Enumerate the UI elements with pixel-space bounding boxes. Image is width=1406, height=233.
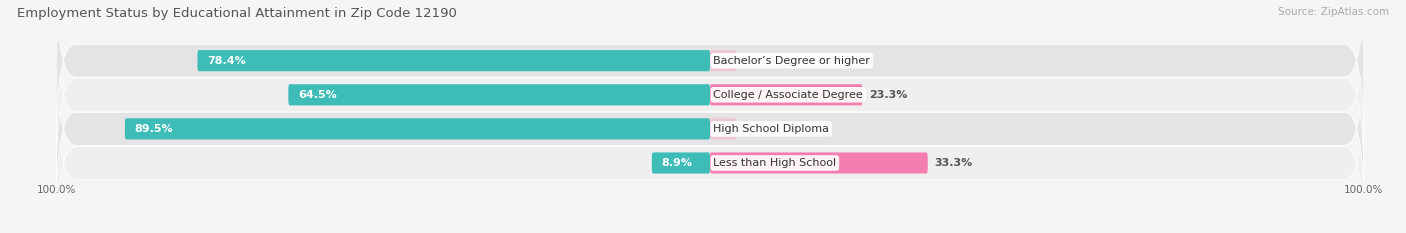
Text: 89.5%: 89.5% xyxy=(135,124,173,134)
Text: Employment Status by Educational Attainment in Zip Code 12190: Employment Status by Educational Attainm… xyxy=(17,7,457,20)
FancyBboxPatch shape xyxy=(710,50,737,71)
FancyBboxPatch shape xyxy=(710,84,862,105)
Text: 78.4%: 78.4% xyxy=(207,56,246,66)
Text: 33.3%: 33.3% xyxy=(934,158,973,168)
FancyBboxPatch shape xyxy=(652,152,710,174)
Text: Source: ZipAtlas.com: Source: ZipAtlas.com xyxy=(1278,7,1389,17)
FancyBboxPatch shape xyxy=(197,50,710,71)
FancyBboxPatch shape xyxy=(710,152,928,174)
Text: 0.0%: 0.0% xyxy=(717,56,747,66)
Text: Less than High School: Less than High School xyxy=(713,158,837,168)
FancyBboxPatch shape xyxy=(56,77,1364,233)
FancyBboxPatch shape xyxy=(56,43,1364,215)
Legend: In Labor Force, Unemployed: In Labor Force, Unemployed xyxy=(610,230,810,233)
FancyBboxPatch shape xyxy=(710,118,737,140)
FancyBboxPatch shape xyxy=(56,0,1364,147)
Text: 0.0%: 0.0% xyxy=(717,124,747,134)
Text: 8.9%: 8.9% xyxy=(662,158,693,168)
FancyBboxPatch shape xyxy=(56,9,1364,181)
Text: Bachelor’s Degree or higher: Bachelor’s Degree or higher xyxy=(713,56,870,66)
Text: 23.3%: 23.3% xyxy=(869,90,907,100)
FancyBboxPatch shape xyxy=(125,118,710,140)
FancyBboxPatch shape xyxy=(288,84,710,105)
Text: High School Diploma: High School Diploma xyxy=(713,124,830,134)
Text: 64.5%: 64.5% xyxy=(298,90,337,100)
Text: College / Associate Degree: College / Associate Degree xyxy=(713,90,863,100)
